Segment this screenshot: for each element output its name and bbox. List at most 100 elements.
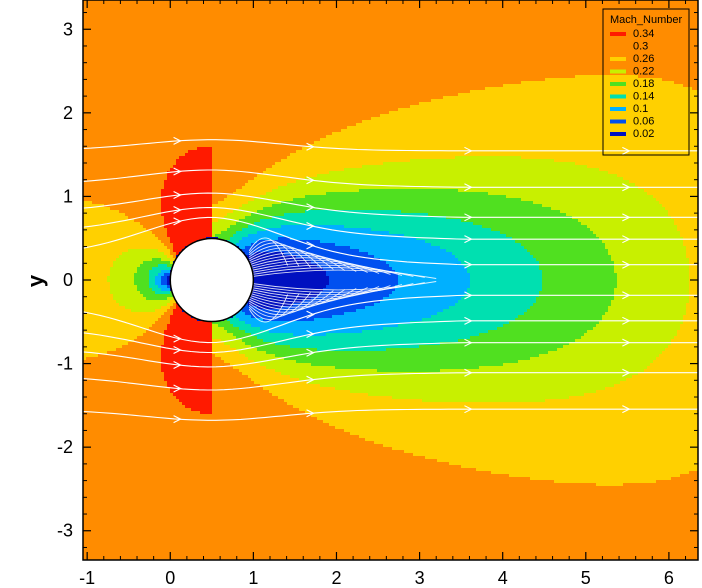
contour-cell	[563, 18, 567, 22]
contour-cell	[197, 15, 201, 19]
contour-cell	[200, 45, 204, 49]
contour-cell	[224, 9, 228, 13]
contour-cell	[98, 39, 102, 43]
contour-cell	[182, 0, 186, 4]
contour-cell	[545, 51, 549, 55]
contour-cell	[149, 30, 153, 34]
contour-cell	[653, 36, 657, 40]
contour-cell	[515, 69, 519, 73]
contour-cell	[362, 21, 366, 25]
contour-cell	[200, 39, 204, 43]
contour-cell	[653, 54, 657, 58]
contour-cell	[467, 66, 471, 70]
contour-cell	[527, 48, 531, 52]
contour-cell	[521, 39, 525, 43]
contour-cell	[365, 54, 369, 58]
contour-cell	[680, 60, 684, 64]
contour-cell	[410, 27, 414, 31]
contour-cell	[233, 0, 237, 4]
contour-cell	[656, 48, 660, 52]
contour-cell	[437, 12, 441, 16]
contour-cell	[284, 57, 288, 61]
contour-cell	[536, 51, 540, 55]
contour-cell	[101, 57, 105, 61]
contour-cell	[143, 21, 147, 25]
contour-cell	[560, 9, 564, 13]
contour-cell	[578, 30, 582, 34]
contour-cell	[215, 45, 219, 49]
contour-cell	[371, 9, 375, 13]
contour-cell	[635, 66, 639, 70]
contour-cell	[305, 24, 309, 28]
contour-cell	[455, 33, 459, 37]
contour-cell	[350, 60, 354, 64]
contour-cell	[374, 30, 378, 34]
contour-cell	[524, 27, 528, 31]
contour-cell	[482, 48, 486, 52]
contour-cell	[272, 3, 276, 7]
contour-cell	[593, 24, 597, 28]
contour-cell	[677, 45, 681, 49]
contour-cell	[374, 36, 378, 40]
contour-cell	[458, 18, 462, 22]
contour-cell	[668, 69, 672, 73]
contour-cell	[683, 9, 687, 13]
contour-cell	[539, 30, 543, 34]
contour-cell	[485, 51, 489, 55]
contour-cell	[206, 42, 210, 46]
contour-cell	[521, 60, 525, 64]
contour-cell	[344, 66, 348, 70]
contour-cell	[566, 60, 570, 64]
contour-cell	[185, 66, 189, 70]
contour-cell	[407, 30, 411, 34]
contour-cell	[317, 69, 321, 73]
contour-cell	[497, 69, 501, 73]
contour-cell	[221, 12, 225, 16]
contour-cell	[608, 45, 612, 49]
contour-cell	[602, 18, 606, 22]
contour-cell	[422, 39, 426, 43]
contour-cell	[446, 60, 450, 64]
contour-cell	[515, 57, 519, 61]
contour-cell	[401, 24, 405, 28]
contour-cell	[545, 15, 549, 19]
contour-cell	[674, 45, 678, 49]
contour-cell	[137, 60, 141, 64]
contour-cell	[107, 0, 111, 4]
contour-cell	[410, 39, 414, 43]
contour-cell	[578, 57, 582, 61]
contour-cell	[401, 27, 405, 31]
contour-cell	[188, 6, 192, 10]
contour-cell	[101, 0, 105, 4]
contour-cell	[323, 18, 327, 22]
contour-cell	[677, 3, 681, 7]
contour-cell	[338, 15, 342, 19]
contour-cell	[131, 69, 135, 73]
contour-cell	[536, 66, 540, 70]
contour-cell	[242, 36, 246, 40]
contour-cell	[407, 69, 411, 73]
contour-cell	[686, 63, 690, 67]
contour-cell	[164, 18, 168, 22]
contour-cell	[383, 60, 387, 64]
contour-cell	[404, 60, 408, 64]
contour-cell	[563, 66, 567, 70]
contour-cell	[395, 0, 399, 4]
contour-cell	[590, 0, 594, 4]
contour-cell	[251, 66, 255, 70]
contour-cell	[503, 66, 507, 70]
contour-cell	[116, 42, 120, 46]
contour-cell	[650, 27, 654, 31]
contour-cell	[359, 54, 363, 58]
contour-cell	[185, 45, 189, 49]
contour-cell	[626, 33, 630, 37]
contour-cell	[575, 12, 579, 16]
contour-cell	[515, 6, 519, 10]
contour-cell	[542, 6, 546, 10]
contour-cell	[83, 72, 87, 76]
contour-cell	[359, 39, 363, 43]
contour-cell	[416, 66, 420, 70]
contour-cell	[566, 39, 570, 43]
contour-cell	[92, 33, 96, 37]
contour-cell	[299, 12, 303, 16]
